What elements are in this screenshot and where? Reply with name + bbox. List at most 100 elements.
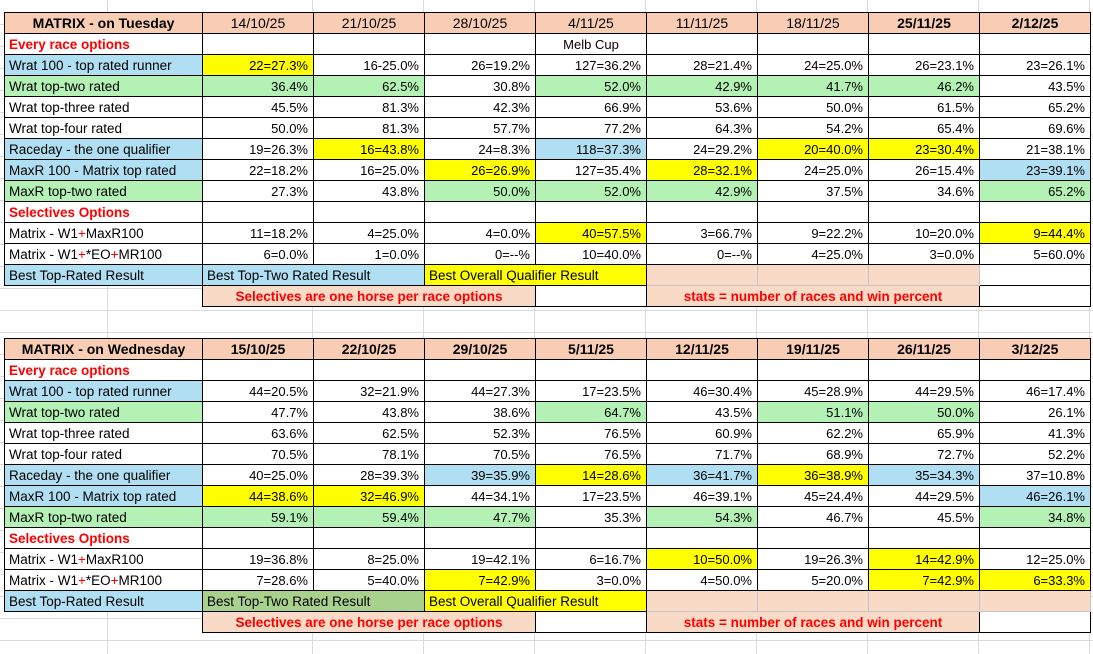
value-cell[interactable]: 19=26.3% (202, 138, 314, 160)
date-header[interactable]: 18/11/25 (757, 12, 869, 34)
value-cell[interactable]: 54.2% (757, 117, 869, 139)
value-cell[interactable]: 42.3% (424, 96, 536, 118)
value-cell[interactable]: 23=39.1% (979, 159, 1091, 181)
value-cell[interactable]: 4=50.0% (646, 569, 758, 591)
row-label[interactable]: Matrix - W1+MaxR100 (4, 222, 203, 244)
empty-cell[interactable] (202, 527, 314, 549)
value-cell[interactable]: 1=0.0% (313, 243, 425, 265)
value-cell[interactable]: 0=--% (646, 243, 758, 265)
empty-cell[interactable] (757, 33, 869, 55)
value-cell[interactable]: 17=23.5% (535, 485, 647, 507)
value-cell[interactable]: 52.3% (424, 422, 536, 444)
empty-cell[interactable] (979, 285, 1091, 307)
value-cell[interactable]: 22=27.3% (202, 54, 314, 76)
row-label[interactable]: Matrix - W1+MaxR100 (4, 548, 203, 570)
value-cell[interactable]: 45=24.4% (757, 485, 869, 507)
empty-cell[interactable] (535, 201, 647, 223)
date-header[interactable]: 22/10/25 (313, 338, 425, 360)
value-cell[interactable]: 81.3% (313, 96, 425, 118)
value-cell[interactable]: 38.6% (424, 401, 536, 423)
value-cell[interactable]: 6=0.0% (202, 243, 314, 265)
row-label[interactable]: MaxR top-two rated (4, 506, 203, 528)
value-cell[interactable]: 7=42.9% (424, 569, 536, 591)
best-result-cell[interactable] (979, 264, 1091, 286)
value-cell[interactable]: 32=21.9% (313, 380, 425, 402)
value-cell[interactable]: 14=42.9% (868, 548, 980, 570)
value-cell[interactable]: 24=25.0% (757, 54, 869, 76)
table-title[interactable]: MATRIX - on Wednesday (4, 338, 203, 360)
section-label[interactable]: Every race options (4, 33, 203, 55)
empty-cell[interactable] (646, 33, 758, 55)
best-result-cell[interactable] (868, 264, 980, 286)
best-result-cell[interactable]: Best Top-Two Rated Result (202, 264, 425, 286)
empty-cell[interactable] (313, 527, 425, 549)
row-label[interactable]: MaxR 100 - Matrix top rated (4, 159, 203, 181)
value-cell[interactable]: 19=26.3% (757, 548, 869, 570)
value-cell[interactable]: 76.5% (535, 422, 647, 444)
value-cell[interactable]: 46.2% (868, 75, 980, 97)
value-cell[interactable]: 0=--% (424, 243, 536, 265)
value-cell[interactable]: 52.0% (535, 75, 647, 97)
empty-cell[interactable] (757, 527, 869, 549)
empty-cell[interactable] (424, 201, 536, 223)
value-cell[interactable]: 50.0% (757, 96, 869, 118)
empty-cell[interactable] (757, 201, 869, 223)
value-cell[interactable]: 14=28.6% (535, 464, 647, 486)
best-result-cell[interactable]: Best Overall Qualifier Result (424, 264, 647, 286)
empty-cell[interactable] (979, 527, 1091, 549)
value-cell[interactable]: 46=26.1% (979, 485, 1091, 507)
value-cell[interactable]: 59.1% (202, 506, 314, 528)
value-cell[interactable]: 40=57.5% (535, 222, 647, 244)
row-label[interactable]: MaxR top-two rated (4, 180, 203, 202)
value-cell[interactable]: 59.4% (313, 506, 425, 528)
row-label[interactable]: Wrat 100 - top rated runner (4, 54, 203, 76)
value-cell[interactable]: 37.5% (757, 180, 869, 202)
note-band[interactable]: stats = number of races and win percent (646, 285, 980, 307)
date-header[interactable]: 4/11/25 (535, 12, 647, 34)
value-cell[interactable]: 34.6% (868, 180, 980, 202)
value-cell[interactable]: 36.4% (202, 75, 314, 97)
date-header[interactable]: 28/10/25 (424, 12, 536, 34)
value-cell[interactable]: 36=41.7% (646, 464, 758, 486)
value-cell[interactable]: 71.7% (646, 443, 758, 465)
row-label[interactable]: Wrat top-four rated (4, 117, 203, 139)
best-result-cell[interactable] (646, 264, 758, 286)
value-cell[interactable]: 46=39.1% (646, 485, 758, 507)
value-cell[interactable]: 65.9% (868, 422, 980, 444)
row-label[interactable]: Wrat top-two rated (4, 75, 203, 97)
row-label[interactable]: Matrix - W1+*EO+MR100 (4, 569, 203, 591)
empty-cell[interactable] (979, 201, 1091, 223)
value-cell[interactable]: 44=29.5% (868, 485, 980, 507)
value-cell[interactable]: 20=40.0% (757, 138, 869, 160)
value-cell[interactable]: 23=30.4% (868, 138, 980, 160)
section-label[interactable]: Every race options (4, 359, 203, 381)
row-label[interactable]: MaxR 100 - Matrix top rated (4, 485, 203, 507)
value-cell[interactable]: 26=15.4% (868, 159, 980, 181)
value-cell[interactable]: 10=40.0% (535, 243, 647, 265)
value-cell[interactable]: 43.5% (646, 401, 758, 423)
value-cell[interactable]: 26=23.1% (868, 54, 980, 76)
best-result-cell[interactable] (979, 590, 1091, 612)
value-cell[interactable]: 46=30.4% (646, 380, 758, 402)
value-cell[interactable]: 36=38.9% (757, 464, 869, 486)
empty-cell[interactable] (868, 33, 980, 55)
value-cell[interactable]: 45.5% (868, 506, 980, 528)
empty-cell[interactable] (535, 611, 647, 633)
value-cell[interactable]: 5=40.0% (313, 569, 425, 591)
best-result-cell[interactable]: Best Overall Qualifier Result (424, 590, 647, 612)
value-cell[interactable]: 9=22.2% (757, 222, 869, 244)
value-cell[interactable]: 52.0% (535, 180, 647, 202)
empty-cell[interactable] (424, 33, 536, 55)
value-cell[interactable]: 28=21.4% (646, 54, 758, 76)
date-header[interactable]: 11/11/25 (646, 12, 758, 34)
value-cell[interactable]: 70.5% (424, 443, 536, 465)
empty-cell[interactable] (868, 359, 980, 381)
value-cell[interactable]: 10=20.0% (868, 222, 980, 244)
value-cell[interactable]: 32=46.9% (313, 485, 425, 507)
value-cell[interactable]: 47.7% (202, 401, 314, 423)
empty-cell[interactable] (202, 33, 314, 55)
value-cell[interactable]: 8=25.0% (313, 548, 425, 570)
value-cell[interactable]: 16=43.8% (313, 138, 425, 160)
value-cell[interactable]: 19=36.8% (202, 548, 314, 570)
value-cell[interactable]: 19=42.1% (424, 548, 536, 570)
